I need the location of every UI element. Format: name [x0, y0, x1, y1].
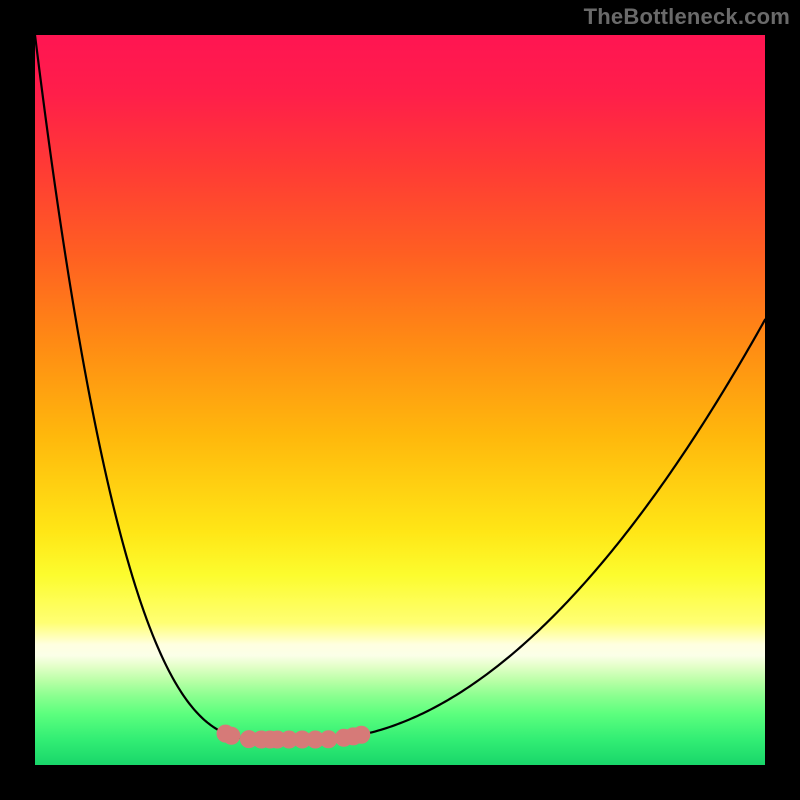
data-marker — [353, 726, 370, 743]
bottleneck-curve-chart — [0, 0, 800, 800]
data-marker — [320, 731, 337, 748]
data-marker — [223, 727, 240, 744]
gradient-background — [35, 35, 765, 765]
watermark-label: TheBottleneck.com — [584, 4, 790, 30]
chart-frame: TheBottleneck.com — [0, 0, 800, 800]
